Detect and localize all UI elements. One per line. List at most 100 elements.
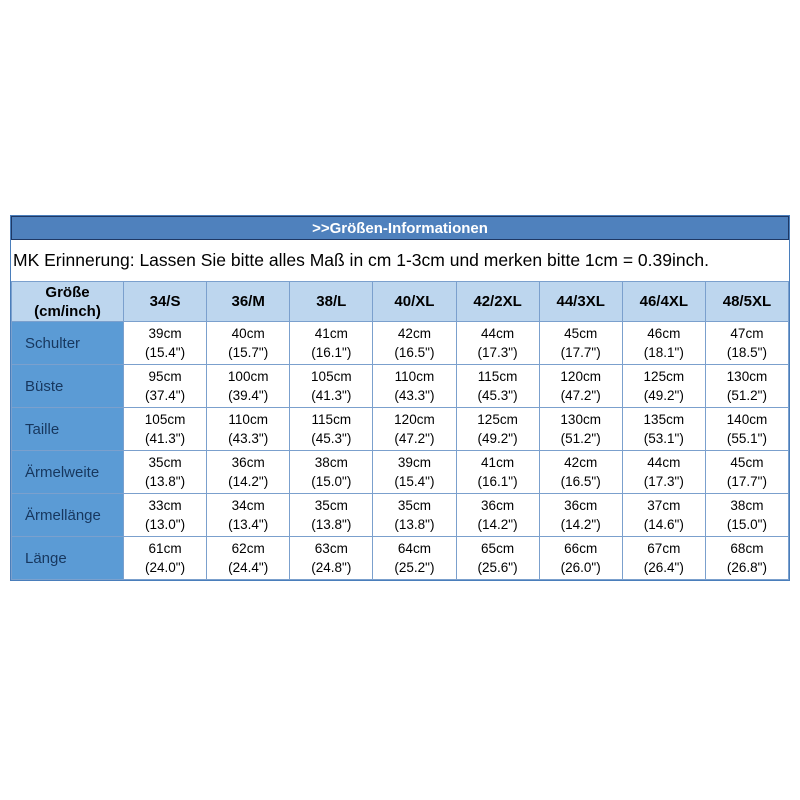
measurement-cell: 64cm (25.2") bbox=[372, 536, 457, 580]
inch-value: (16.1") bbox=[477, 474, 518, 489]
cm-value: 36cm bbox=[564, 498, 598, 513]
measurement-cell: 38cm (15.0") bbox=[289, 450, 374, 494]
inch-value: (16.5") bbox=[560, 474, 601, 489]
measurement-cell: 140cm (55.1") bbox=[704, 407, 790, 451]
inch-value: (53.1") bbox=[643, 431, 684, 446]
measurement-cell: 41cm (16.1") bbox=[455, 450, 540, 494]
measurement-cell: 39cm (15.4") bbox=[122, 321, 208, 365]
cm-value: 35cm bbox=[314, 498, 348, 513]
cm-value: 41cm bbox=[481, 455, 515, 470]
measurement-cell: 42cm (16.5") bbox=[538, 450, 623, 494]
cm-value: 39cm bbox=[397, 455, 431, 470]
corner-header: Größe (cm/inch) bbox=[11, 281, 124, 322]
cm-value: 120cm bbox=[394, 412, 435, 427]
cm-value: 47cm bbox=[730, 326, 764, 341]
inch-value: (24.4") bbox=[228, 560, 269, 575]
measurement-cell: 120cm (47.2") bbox=[538, 364, 623, 408]
size-column-header: 36/M bbox=[206, 281, 291, 322]
cm-value: 115cm bbox=[477, 369, 518, 384]
cm-value: 45cm bbox=[564, 326, 598, 341]
table-row: Schulter 39cm (15.4") 40cm (15.7") 41cm (16.1"… bbox=[11, 321, 790, 365]
inch-value: (51.2") bbox=[726, 388, 767, 403]
cm-value: 46cm bbox=[647, 326, 681, 341]
measurement-cell: 105cm (41.3") bbox=[289, 364, 374, 408]
cm-value: 44cm bbox=[647, 455, 681, 470]
measurement-cell: 125cm (49.2") bbox=[455, 407, 540, 451]
inch-value: (43.3") bbox=[228, 431, 269, 446]
cm-value: 66cm bbox=[564, 541, 598, 556]
inch-value: (43.3") bbox=[394, 388, 435, 403]
table-row: Ärmellänge 33cm (13.0") 34cm (13.4") 35cm (13.… bbox=[11, 493, 790, 537]
inch-value: (39.4") bbox=[228, 388, 269, 403]
inch-value: (15.4") bbox=[394, 474, 435, 489]
inch-value: (55.1") bbox=[726, 431, 767, 446]
measurement-cell: 36cm (14.2") bbox=[206, 450, 291, 494]
table-row: Ärmelweite 35cm (13.8") 36cm (14.2") 38cm (15.… bbox=[11, 450, 790, 494]
inch-value: (49.2") bbox=[643, 388, 684, 403]
measurement-cell: 95cm (37.4") bbox=[122, 364, 208, 408]
cm-value: 64cm bbox=[397, 541, 431, 556]
cm-value: 37cm bbox=[647, 498, 681, 513]
measurement-cell: 68cm (26.8") bbox=[704, 536, 790, 580]
cm-value: 125cm bbox=[477, 412, 518, 427]
cm-value: 44cm bbox=[481, 326, 515, 341]
measurement-cell: 35cm (13.8") bbox=[289, 493, 374, 537]
cm-value: 36cm bbox=[481, 498, 515, 513]
measurement-cell: 47cm (18.5") bbox=[704, 321, 790, 365]
size-column-header: 42/2XL bbox=[455, 281, 540, 322]
measurement-cell: 63cm (24.8") bbox=[289, 536, 374, 580]
measurement-cell: 100cm (39.4") bbox=[206, 364, 291, 408]
inch-value: (25.2") bbox=[394, 560, 435, 575]
measurement-cell: 40cm (15.7") bbox=[206, 321, 291, 365]
inch-value: (47.2") bbox=[394, 431, 435, 446]
cm-value: 41cm bbox=[314, 326, 348, 341]
cm-value: 65cm bbox=[481, 541, 515, 556]
measurement-cell: 115cm (45.3") bbox=[455, 364, 540, 408]
inch-value: (41.3") bbox=[145, 431, 186, 446]
corner-header-line1: Größe bbox=[45, 283, 90, 301]
cm-value: 120cm bbox=[560, 369, 601, 384]
inch-value: (15.0") bbox=[726, 517, 767, 532]
inch-value: (14.6") bbox=[643, 517, 684, 532]
measurement-cell: 105cm (41.3") bbox=[122, 407, 208, 451]
inch-value: (26.8") bbox=[726, 560, 767, 575]
cm-value: 42cm bbox=[397, 326, 431, 341]
measurement-cell: 36cm (14.2") bbox=[538, 493, 623, 537]
panel-title: >>Größen-Informationen bbox=[312, 219, 488, 237]
cm-value: 35cm bbox=[148, 455, 182, 470]
size-column-header: 38/L bbox=[289, 281, 374, 322]
header-row: Größe (cm/inch) 34/S 36/M 38/L 40/XL 42/2XL 4… bbox=[11, 281, 790, 322]
cm-value: 115cm bbox=[311, 412, 352, 427]
cm-value: 63cm bbox=[314, 541, 348, 556]
measurement-cell: 110cm (43.3") bbox=[372, 364, 457, 408]
row-label: Ärmelweite bbox=[11, 450, 124, 494]
inch-value: (13.0") bbox=[145, 517, 186, 532]
inch-value: (15.7") bbox=[228, 345, 269, 360]
measurement-cell: 45cm (17.7") bbox=[704, 450, 790, 494]
inch-value: (24.0") bbox=[145, 560, 186, 575]
inch-value: (13.4") bbox=[228, 517, 269, 532]
cm-value: 130cm bbox=[726, 369, 768, 384]
cm-value: 95cm bbox=[148, 369, 182, 384]
size-info-panel: >>Größen-Informationen MK Erinnerung: La… bbox=[10, 215, 790, 581]
cm-value: 35cm bbox=[397, 498, 431, 513]
table-row: Büste 95cm (37.4") 100cm (39.4") 105cm (41.3")… bbox=[11, 364, 790, 408]
cm-value: 140cm bbox=[726, 412, 768, 427]
measurement-cell: 135cm (53.1") bbox=[621, 407, 706, 451]
size-table-header: Größe (cm/inch) 34/S 36/M 38/L 40/XL 42/2XL 4… bbox=[11, 281, 790, 322]
cm-value: 110cm bbox=[228, 412, 268, 427]
inch-value: (47.2") bbox=[560, 388, 601, 403]
measurement-cell: 37cm (14.6") bbox=[621, 493, 706, 537]
size-column-header: 40/XL bbox=[372, 281, 457, 322]
measurement-cell: 35cm (13.8") bbox=[372, 493, 457, 537]
inch-value: (17.3") bbox=[643, 474, 684, 489]
cm-value: 42cm bbox=[564, 455, 598, 470]
inch-value: (13.8") bbox=[394, 517, 435, 532]
cm-value: 135cm bbox=[643, 412, 685, 427]
inch-value: (17.7") bbox=[726, 474, 767, 489]
inch-value: (25.6") bbox=[477, 560, 518, 575]
measurement-cell: 66cm (26.0") bbox=[538, 536, 623, 580]
inch-value: (13.8") bbox=[311, 517, 352, 532]
measurement-note: MK Erinnerung: Lassen Sie bitte alles Ma… bbox=[11, 240, 789, 281]
cm-value: 40cm bbox=[231, 326, 265, 341]
